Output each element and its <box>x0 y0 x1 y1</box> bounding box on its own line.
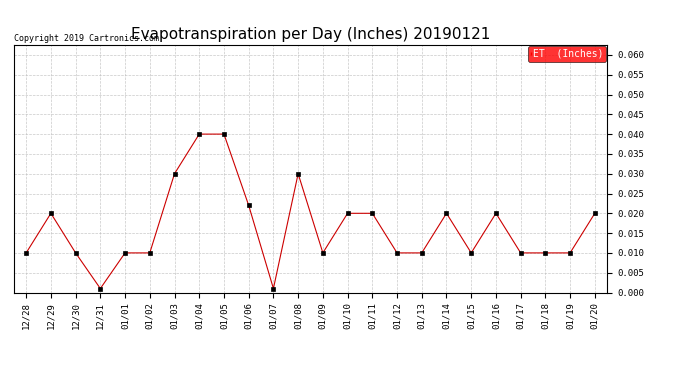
Title: Evapotranspiration per Day (Inches) 20190121: Evapotranspiration per Day (Inches) 2019… <box>131 27 490 42</box>
Text: Copyright 2019 Cartronics.com: Copyright 2019 Cartronics.com <box>14 33 159 42</box>
Legend: ET  (Inches): ET (Inches) <box>528 46 607 62</box>
